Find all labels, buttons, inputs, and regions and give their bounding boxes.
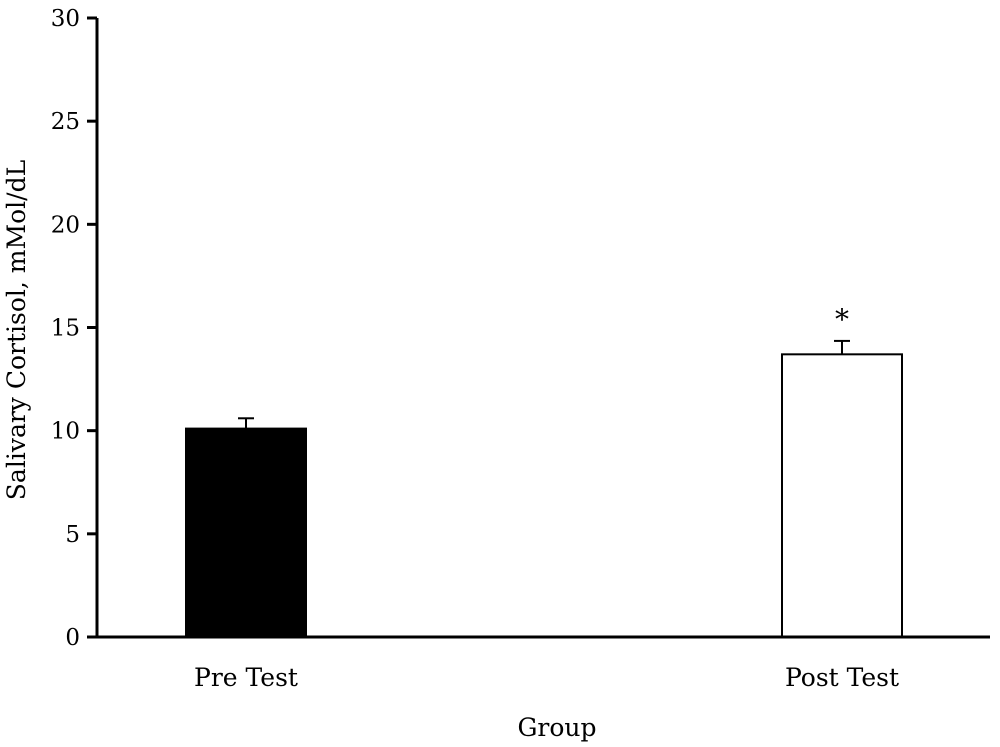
- y-tick-label: 20: [51, 212, 80, 238]
- y-tick-label: 15: [51, 316, 80, 342]
- significance-marker: *: [835, 303, 849, 336]
- y-tick-label: 10: [51, 419, 80, 445]
- x-tick-label: Post Test: [785, 663, 899, 692]
- bars: [185, 353, 903, 638]
- y-tick-label: 5: [65, 522, 80, 548]
- x-tick-label: Pre Test: [194, 663, 298, 692]
- error-bars: [238, 339, 850, 429]
- annotations: *: [835, 303, 849, 336]
- y-tick-label: 25: [51, 109, 80, 135]
- bar-pre-test: [185, 427, 307, 638]
- x-axis-title: Group: [517, 713, 596, 742]
- y-tick-label: 30: [51, 6, 80, 32]
- x-axis-labels: Pre Test Post Test: [194, 663, 899, 692]
- y-axis-ticks: 0 5 10 15 20 25 30: [51, 6, 97, 651]
- bar-post-test: [781, 353, 903, 638]
- y-axis-title: Salivary Cortisol, mMol/dL: [2, 160, 31, 500]
- y-tick-label: 0: [65, 625, 80, 651]
